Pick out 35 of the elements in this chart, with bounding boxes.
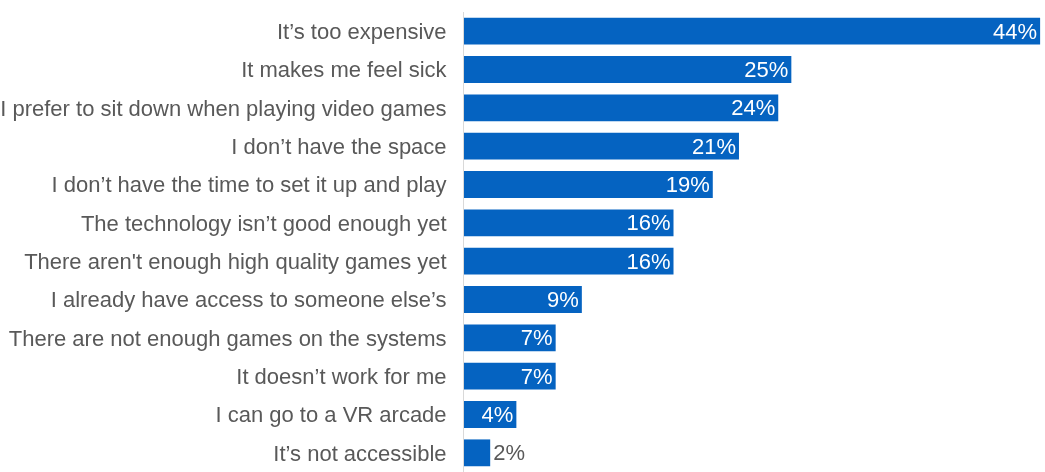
bar [464, 286, 582, 313]
data-label: 9% [547, 287, 579, 312]
data-label: 24% [731, 95, 776, 121]
data-label: 4% [481, 402, 514, 427]
bar [464, 132, 739, 160]
y-tick-label: It’s too expensive [277, 18, 447, 44]
data-label: 16% [626, 210, 671, 236]
y-tick-label: I already have access to someone else’s [50, 287, 447, 313]
y-tick-label: I don’t have the time to set it up and play [51, 172, 447, 198]
data-label: 2% [493, 440, 525, 466]
data-label: 7% [520, 325, 553, 351]
data-label: 44% [993, 18, 1038, 44]
data-label: 16% [626, 248, 671, 274]
bar [464, 209, 674, 237]
data-label: 25% [744, 57, 789, 82]
y-tick-label: I don’t have the space [231, 133, 447, 159]
y-tick-label: There are not enough games on the systems [8, 325, 447, 351]
y-tick-label: It doesn’t work for me [236, 363, 447, 389]
y-tick-label: The technology isn’t good enough yet [80, 210, 447, 236]
y-tick-label: There aren't enough high quality games yet [24, 248, 447, 274]
y-tick-label: It makes me feel sick [241, 57, 448, 83]
bar [464, 94, 779, 122]
data-label: 7% [520, 363, 553, 389]
bar [464, 362, 556, 390]
bar [464, 56, 792, 83]
bar [464, 439, 491, 467]
data-label: 21% [691, 133, 736, 159]
bar [464, 324, 556, 352]
bar [464, 247, 674, 275]
bar [464, 17, 1041, 45]
y-tick-label: I can go to a VR arcade [215, 402, 447, 428]
bar [464, 171, 713, 198]
data-label: 19% [665, 172, 710, 197]
y-tick-label: It’s not accessible [273, 440, 447, 466]
y-tick-label: I prefer to sit down when playing video games [0, 95, 447, 121]
